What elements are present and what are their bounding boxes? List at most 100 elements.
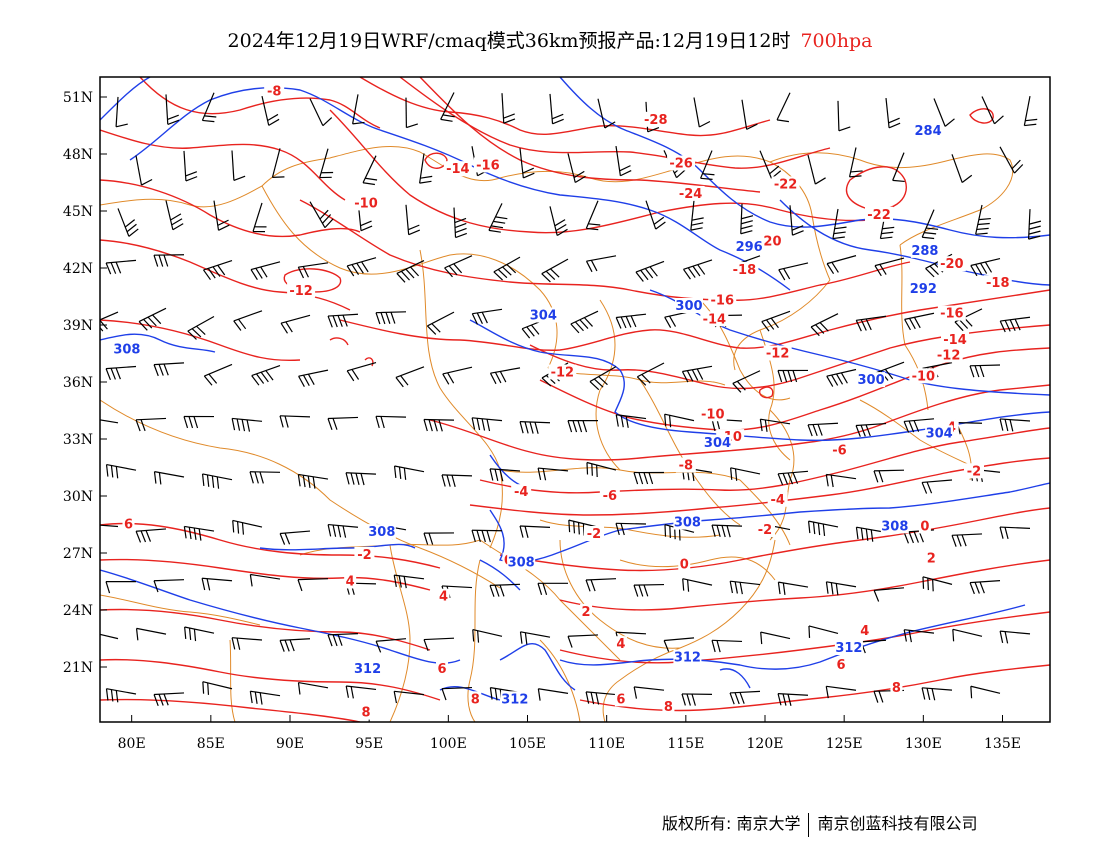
longitude-label: 100E [430,736,467,752]
wind-barb [251,364,281,386]
temperature-label: -18 [733,263,757,278]
wind-barb [999,630,1031,644]
height-label: 304 [704,436,731,451]
wind-barb [777,693,809,706]
latitude-label: 24N [63,603,93,619]
wind-barb [501,93,516,124]
wind-barb [537,582,569,595]
temperature-label: -26 [669,157,693,172]
title-main: 2024年12月19日WRF/cmaq模式36km预报产品:12月19日12时 [227,30,791,52]
wind-barb [681,365,713,383]
wind-barb [153,579,185,593]
temperature-label: -16 [940,307,964,322]
wind-barb [319,148,334,179]
temperature-label: -22 [774,177,798,192]
wind-barb [327,313,359,328]
longitude-label: 120E [747,736,784,752]
temperature-label: 8 [664,700,673,715]
wind-barb [807,520,839,537]
temperature-label: -6 [832,443,846,458]
wind-barb [153,471,185,485]
temperature-label: 6 [836,658,845,673]
temperature-label: -12 [937,348,961,363]
wind-barb [615,414,647,428]
height-label-bg [673,649,702,665]
longitude-label: 130E [905,736,942,752]
temperature-label: -16 [711,293,735,308]
wind-barb [682,578,713,592]
temperature-label-bg [511,484,532,500]
wind-barb [419,153,433,184]
wind-barb [183,150,198,182]
height-label-bg [857,372,886,388]
latitude-label: 48N [63,147,93,163]
wind-barb [892,152,905,183]
temperature-label-bg [667,155,696,171]
wind-barb [832,208,847,240]
temperature-label: -20 [940,257,964,272]
wind-barb [405,97,419,129]
temperature-label-bg [858,622,871,638]
temperature-label-bg [344,573,357,589]
wind-barb [249,573,281,587]
wind-barb [444,255,473,278]
height-label: 288 [911,244,938,259]
wind-barb [585,200,601,231]
temperature-label-bg [580,603,593,619]
height-label-bg [529,307,558,323]
wind-barb [309,201,334,229]
temperature-label-bg [890,679,903,695]
wind-barb [489,468,521,482]
wind-barb [375,415,407,429]
wind-barb [489,367,521,385]
wind-barb [405,204,421,236]
wind-barb [951,533,983,547]
wind-barb [375,638,407,653]
wind-barb [921,687,953,701]
wind-barb [585,691,617,705]
temperature-label: -6 [603,489,617,504]
wind-barb [777,581,809,595]
wind-barb [777,369,809,383]
wind-barb [729,690,761,705]
height-label-bg [910,242,939,258]
wind-barb [825,581,857,596]
temperature-label-bg [771,176,800,192]
temperature-label: -8 [679,459,693,474]
temperature-label-bg [964,463,984,479]
temperature-label-bg [641,111,670,127]
temperature-label-bg [941,332,969,348]
temperature-label-bg [909,368,938,384]
wind-barb [981,96,1004,125]
temperature-label-bg [829,442,850,458]
wind-barb [280,314,311,334]
temperature-label-bg [708,292,737,308]
latitude-ticks [100,96,107,668]
temperature-label-bg [473,157,502,173]
wind-barb [138,307,167,331]
wind-barb [999,526,1031,540]
wind-barb [999,418,1031,432]
temperature-label-bg [983,275,1012,291]
temperature-label: -8 [267,84,281,99]
temperature-label: -12 [289,284,313,299]
wind-barb [250,261,281,281]
longitude-label: 105E [509,736,546,752]
wind-barb [873,587,905,602]
pressure-level: 700hpa [800,30,873,52]
temperature-label-bg [700,311,729,327]
footer: 版权所有: 南京大学 南京创蓝科技有限公司 [662,810,978,837]
temperature-label-bg [437,588,450,604]
height-label-bg [735,239,764,255]
temperature-label-bg [937,256,966,272]
longitude-label: 85E [197,736,225,752]
wind-barb [825,473,857,488]
temperature-label-bg [676,185,705,201]
temperature-label: -10 [701,407,725,422]
wind-barb [201,473,233,489]
wind-barb [203,363,233,386]
wind-barb [105,688,137,703]
height-label-bg [914,123,943,139]
longitude-label: 80E [118,736,146,752]
height-label-bg [925,425,954,441]
